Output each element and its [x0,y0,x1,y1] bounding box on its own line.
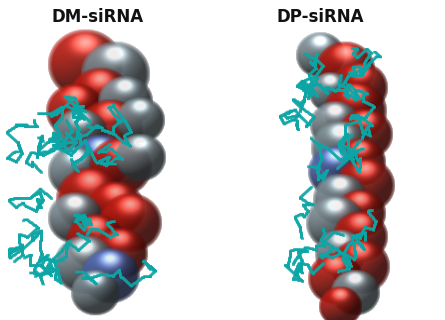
Text: DP-siRNA: DP-siRNA [277,8,364,26]
Text: DM-siRNA: DM-siRNA [52,8,144,26]
